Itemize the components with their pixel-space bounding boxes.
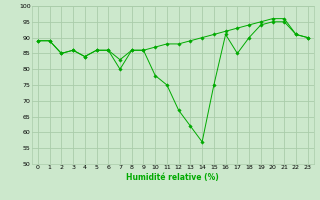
X-axis label: Humidité relative (%): Humidité relative (%) [126,173,219,182]
